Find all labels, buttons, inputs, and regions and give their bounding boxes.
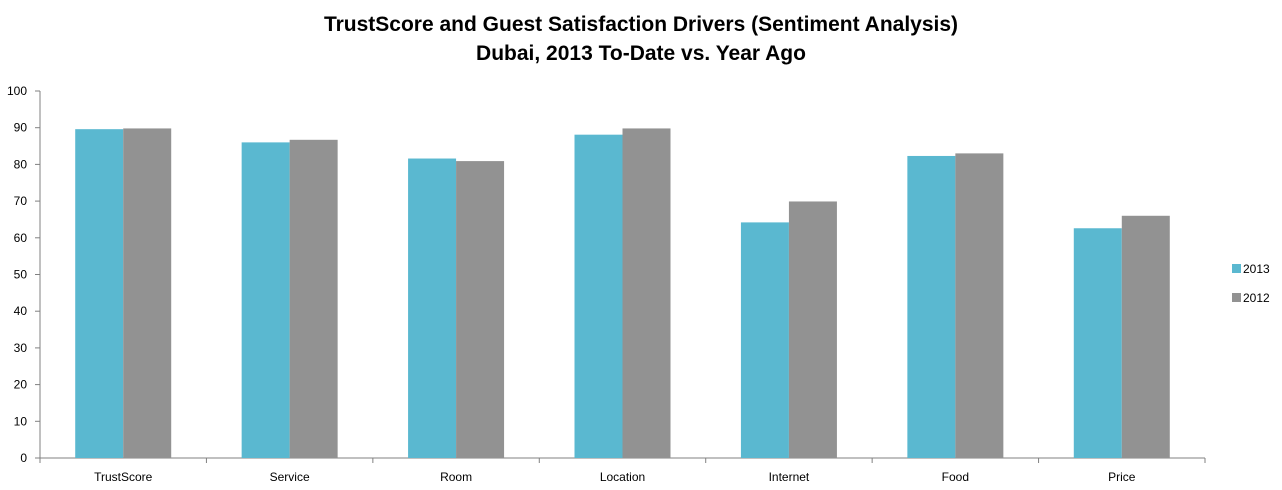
y-tick-label: 90	[14, 121, 28, 135]
y-tick-label: 60	[14, 231, 28, 245]
x-category-label: TrustScore	[94, 470, 153, 484]
y-tick-label: 70	[14, 194, 28, 208]
legend-swatch-2013	[1232, 264, 1241, 273]
x-category-label: Internet	[769, 470, 810, 484]
bar-2012-price	[1121, 215, 1170, 458]
bar-2012-internet	[788, 201, 837, 459]
x-category-label: Service	[270, 470, 310, 484]
y-tick-label: 30	[14, 341, 28, 355]
y-tick-label: 100	[7, 84, 27, 98]
bar-2013-price	[1073, 228, 1122, 458]
bar-2013-food	[907, 155, 956, 459]
y-tick-label: 50	[14, 268, 28, 282]
y-tick-label: 20	[14, 378, 28, 392]
x-category-label: Food	[942, 470, 969, 484]
bar-2012-service	[289, 139, 338, 458]
bar-2012-food	[955, 153, 1004, 458]
y-tick-label: 0	[20, 451, 27, 465]
chart-title-line1: TrustScore and Guest Satisfaction Driver…	[323, 13, 959, 36]
bar-2013-room	[408, 158, 457, 458]
y-tick-label: 10	[14, 414, 28, 428]
bar-2012-location	[622, 128, 671, 458]
chart-title: TrustScore and Guest Satisfaction Driver…	[0, 10, 1282, 68]
x-category-label: Location	[600, 470, 645, 484]
bar-2013-location	[574, 134, 623, 458]
bar-2013-internet	[740, 222, 789, 458]
legend-label: 2013	[1243, 262, 1270, 276]
bar-2012-room	[456, 161, 505, 459]
bar-2012-trustscore	[123, 128, 172, 458]
bar-2013-trustscore	[75, 129, 124, 458]
chart-subtitle: Dubai, 2013 To-Date vs. Year Ago	[476, 42, 806, 65]
x-category-label: Room	[440, 470, 472, 484]
bar-2013-service	[241, 142, 290, 458]
y-tick-label: 40	[14, 304, 28, 318]
y-tick-label: 80	[14, 157, 28, 171]
legend-swatch-2012	[1232, 293, 1241, 302]
x-category-label: Price	[1108, 470, 1136, 484]
legend-label: 2012	[1243, 291, 1270, 305]
